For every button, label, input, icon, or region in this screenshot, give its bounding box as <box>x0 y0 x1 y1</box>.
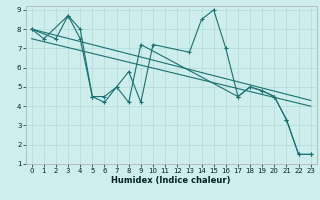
X-axis label: Humidex (Indice chaleur): Humidex (Indice chaleur) <box>111 176 231 185</box>
